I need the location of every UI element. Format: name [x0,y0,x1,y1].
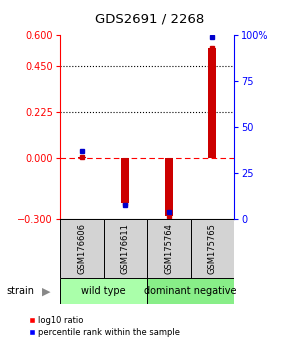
Text: ▶: ▶ [42,286,51,296]
Legend: log10 ratio, percentile rank within the sample: log10 ratio, percentile rank within the … [28,316,180,337]
Bar [208,48,216,158]
Bar [165,158,173,216]
Text: GSM176606: GSM176606 [77,223,86,274]
Bar [121,158,129,203]
Text: GDS2691 / 2268: GDS2691 / 2268 [95,12,205,25]
Bar [60,219,103,278]
Text: wild type: wild type [81,286,126,296]
Bar [78,157,86,158]
Text: GSM175764: GSM175764 [164,223,173,274]
Text: dominant negative: dominant negative [144,286,237,296]
Text: GSM176611: GSM176611 [121,223,130,274]
Bar [60,278,147,304]
Bar [147,278,234,304]
Text: GSM175765: GSM175765 [208,223,217,274]
Bar [103,219,147,278]
Bar [190,219,234,278]
Bar [147,219,190,278]
Text: strain: strain [6,286,34,296]
